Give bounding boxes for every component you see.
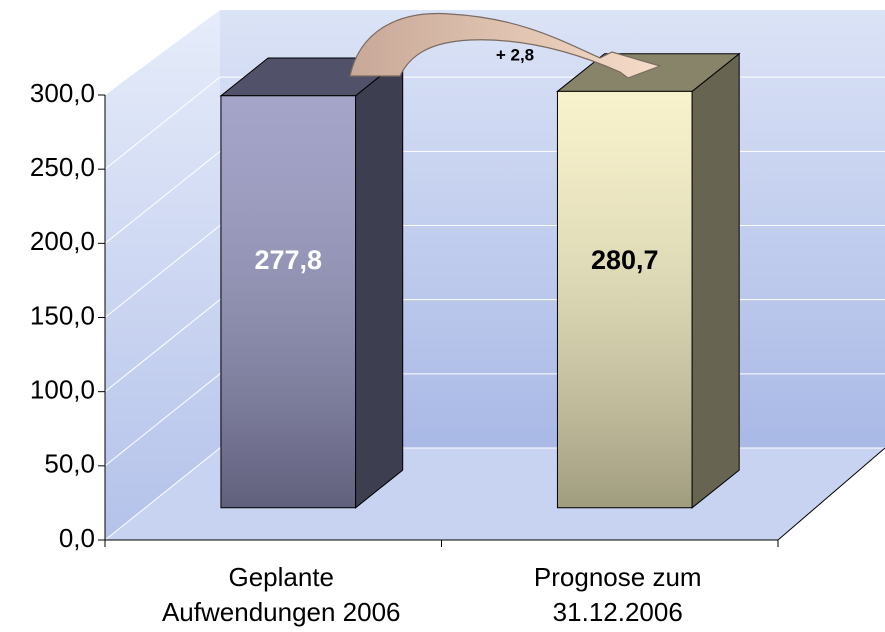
y-tick-label: 0,0 (59, 523, 95, 553)
annotation: + 2,8 (496, 45, 534, 64)
y-tick-label: 100,0 (30, 375, 95, 405)
x-tick-label: Geplante Aufwendungen 2006 (161, 562, 401, 627)
bar-front-shade (556, 90, 693, 509)
y-tick-label: 50,0 (44, 449, 95, 479)
bar-front-shade (220, 95, 357, 509)
value-label: 277,8 (254, 245, 322, 275)
floor-edge (777, 447, 885, 541)
y-tick-label: 200,0 (30, 226, 95, 256)
y-tick-label: 250,0 (30, 152, 95, 182)
bar (219, 56, 405, 509)
bar (556, 52, 741, 509)
y-tick-label: 150,0 (30, 300, 95, 330)
value-label: 280,7 (591, 245, 659, 275)
bar-side-shade (355, 56, 404, 509)
arrow (349, 12, 662, 79)
bars: 277,8 280,7 (219, 52, 741, 509)
grid-line (104, 2, 885, 96)
axes: 0,0 50,0 100,0 150,0 200,0 250,0 300,0 (30, 78, 779, 553)
x-tick-label: Prognose zum 31.12.2006 (533, 562, 702, 627)
side-wall (105, 10, 220, 540)
bar-side-shade (691, 52, 740, 509)
y-tick-label: 300,0 (30, 78, 95, 108)
